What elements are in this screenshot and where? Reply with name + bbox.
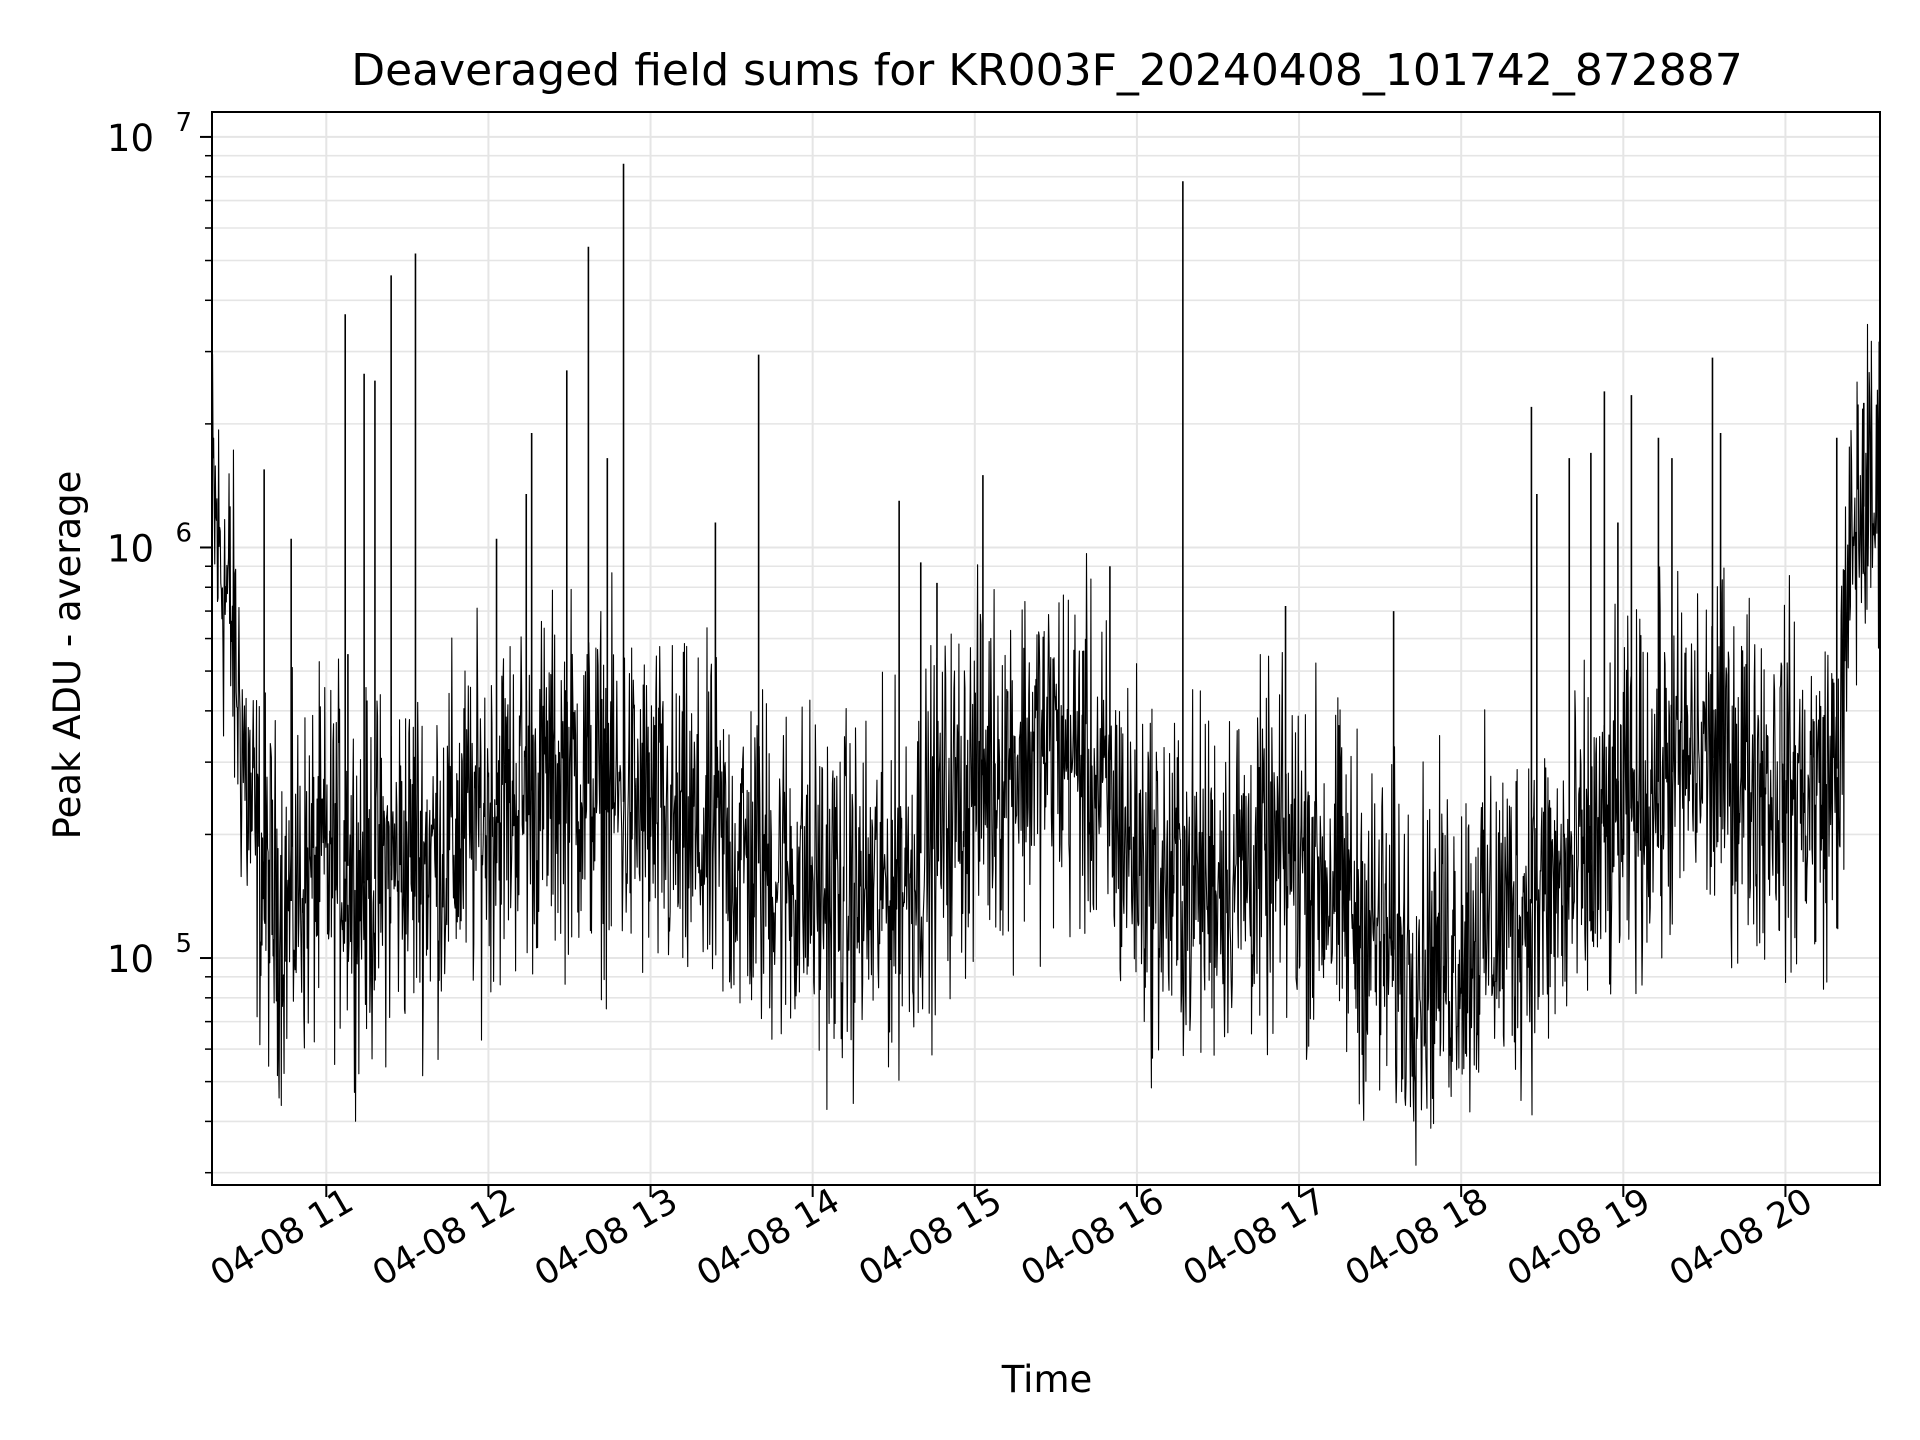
y-tick-label: 10 <box>107 117 154 160</box>
y-tick-label: 10 <box>107 938 154 981</box>
plot-area <box>212 163 1880 1166</box>
x-axis-label: Time <box>1001 1358 1093 1401</box>
axes-frame <box>211 111 1881 1186</box>
y-tick-label-exponent: 5 <box>175 929 192 959</box>
y-axis: 10 5 10 6 10 7 <box>107 108 212 1174</box>
y-tick-label-exponent: 7 <box>175 108 192 138</box>
chart-title: Deaveraged field sums for KR003F_2024040… <box>351 45 1743 96</box>
y-tick-label: 10 <box>107 527 154 570</box>
y-axis-label: Peak ADU - average <box>46 471 89 840</box>
data-line <box>212 323 1880 1166</box>
y-tick-label-exponent: 6 <box>175 518 192 548</box>
